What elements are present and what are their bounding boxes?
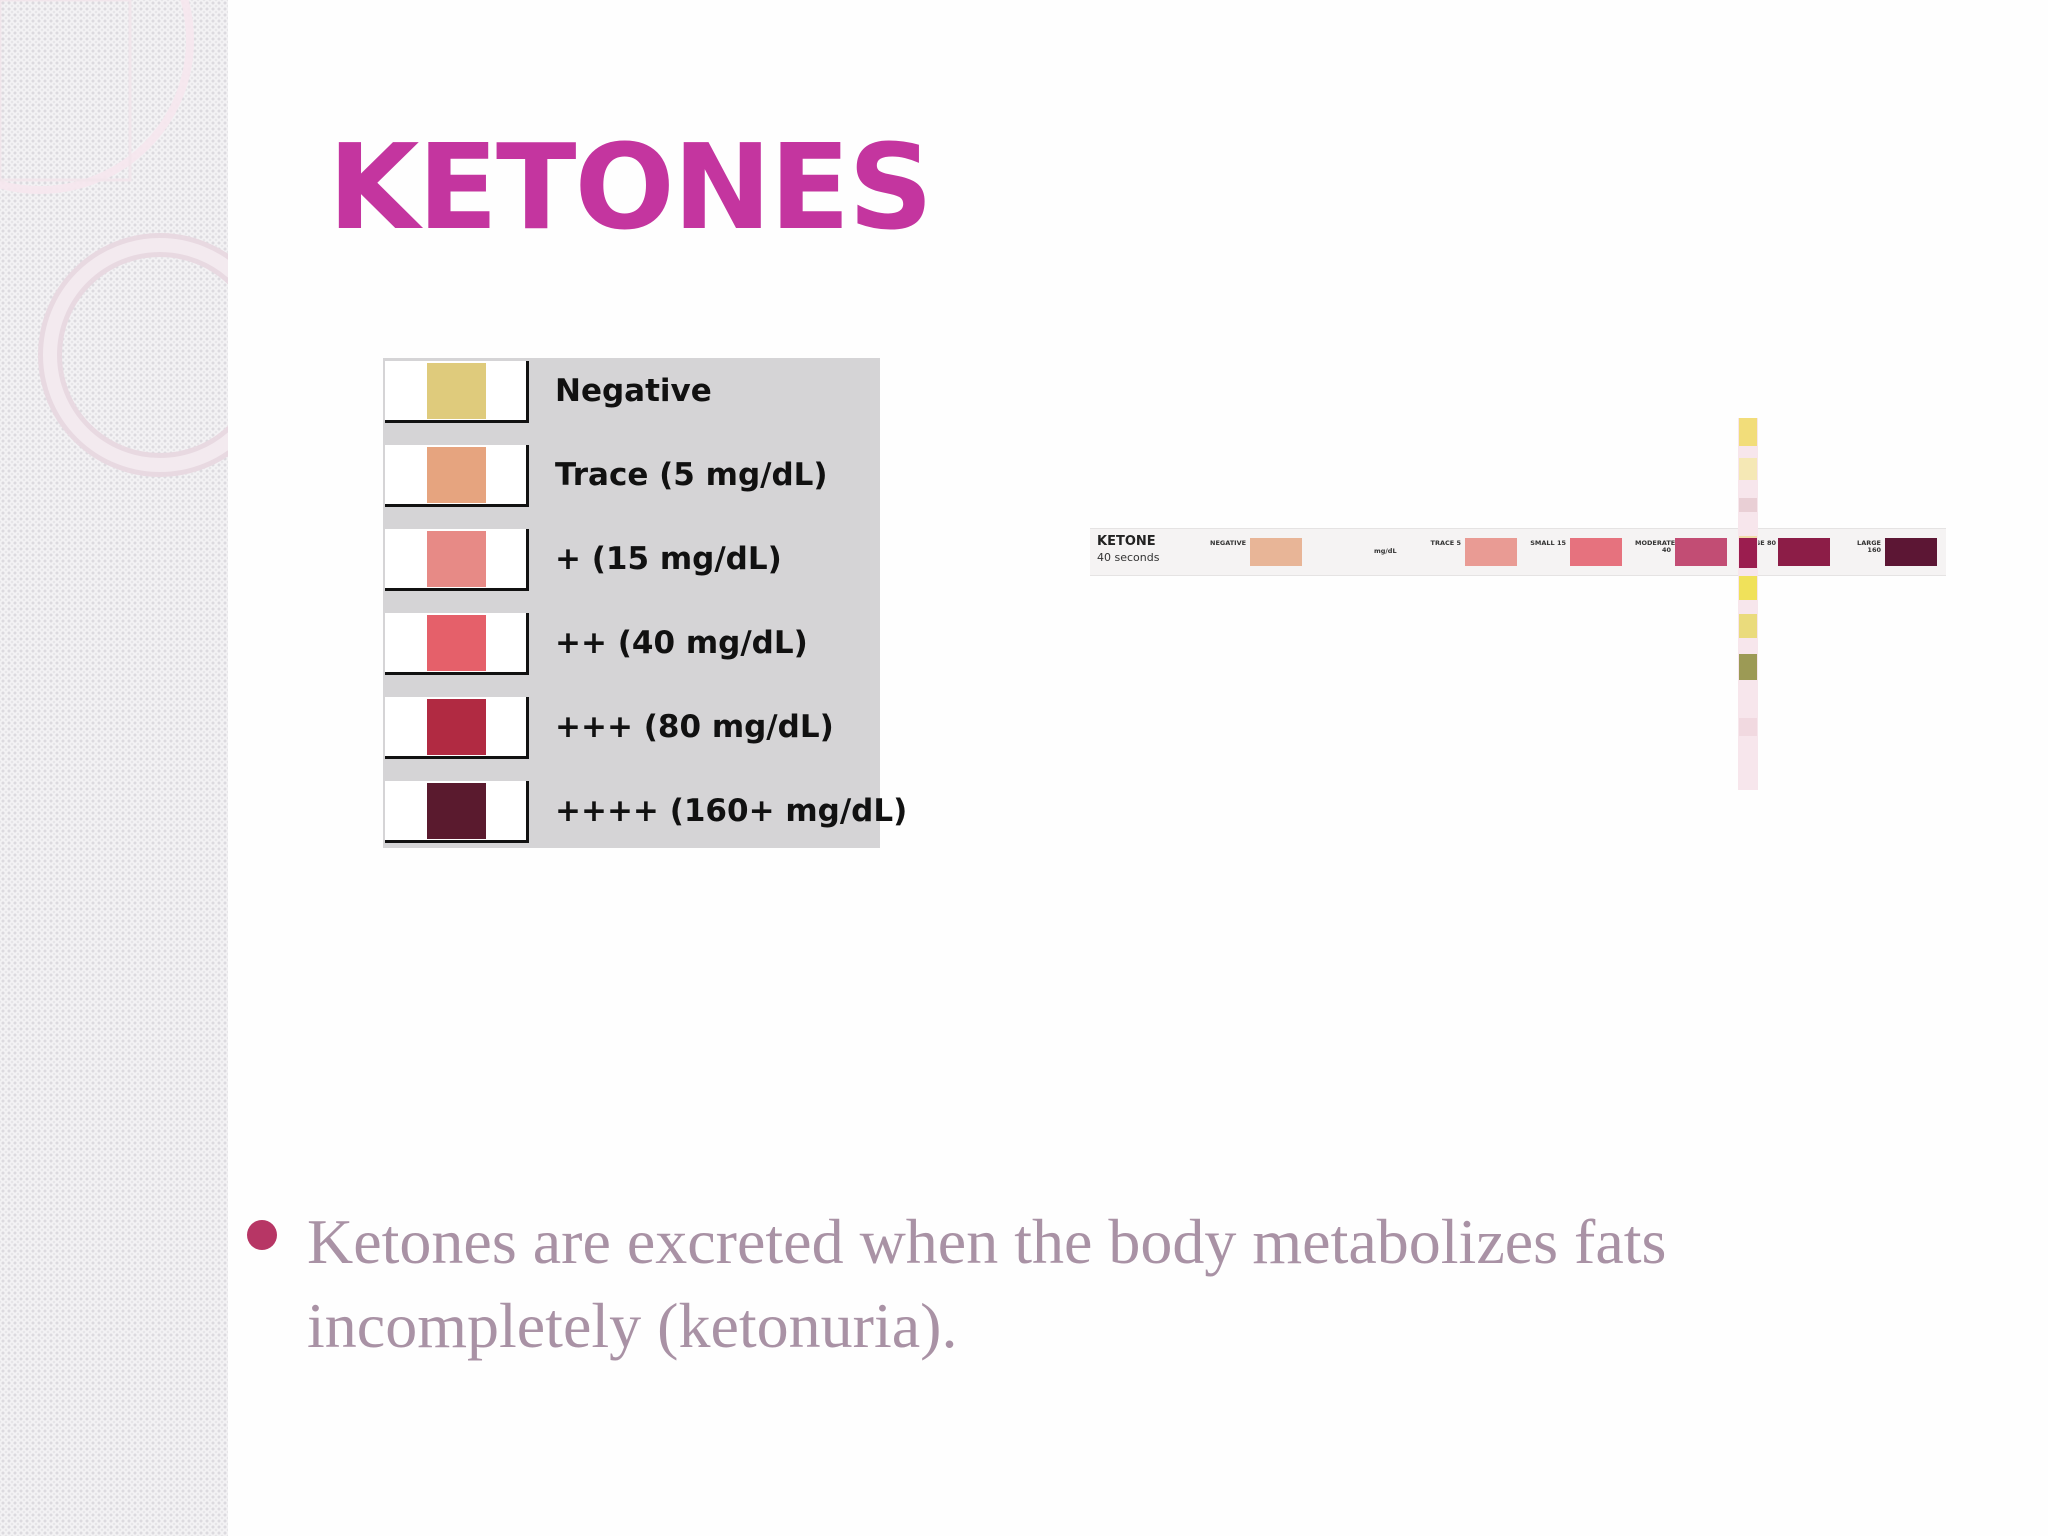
color-swatch: [427, 531, 486, 587]
chart-row-label: +++ (80 mg/dL): [555, 709, 834, 745]
ketone-color-chart: Negative Trace (5 mg/dL) + (15 mg/dL) ++ (4…: [383, 358, 907, 851]
strip-subtitle: 40 seconds: [1097, 551, 1160, 564]
swatch-frame: [385, 529, 529, 591]
swatch-frame: [385, 445, 529, 507]
decorative-side-panel: [0, 0, 228, 1536]
vertical-strip-pad: [1739, 418, 1757, 446]
chart-row-label: + (15 mg/dL): [555, 541, 782, 577]
chart-row-label: Negative: [555, 373, 712, 409]
swatch-frame: [385, 781, 529, 843]
chart-row-label: ++++ (160+ mg/dL): [555, 793, 908, 829]
vertical-test-strip: [1738, 418, 1758, 790]
strip-color-pad: [1465, 538, 1517, 566]
swatch-frame: [385, 697, 529, 759]
ketone-test-strip-image: KETONE 40 seconds mg/dL NEGATIVE TRACE 5 S…: [1090, 418, 1946, 790]
chart-row: Trace (5 mg/dL): [383, 443, 880, 515]
strip-pad-label: SMALL 15: [1530, 539, 1566, 547]
strip-pad-label: NEGATIVE: [1210, 539, 1247, 547]
chart-row-label: Trace (5 mg/dL): [555, 457, 828, 493]
vertical-strip-pad: [1739, 458, 1757, 480]
color-swatch: [427, 615, 486, 671]
vertical-strip-pad: [1739, 576, 1757, 600]
color-swatch: [427, 783, 486, 839]
vertical-strip-pad: [1739, 654, 1757, 680]
bullet-text: Ketones are excreted when the body metab…: [307, 1206, 1667, 1361]
chart-row: +++ (80 mg/dL): [383, 695, 880, 767]
vertical-strip-pad: [1739, 538, 1757, 568]
swatch-frame: [385, 361, 529, 423]
vertical-strip-pad: [1739, 498, 1757, 512]
strip-color-pad: [1778, 538, 1830, 566]
strip-color-pad: [1250, 538, 1302, 566]
strip-pad-label: TRACE 5: [1430, 539, 1461, 547]
strip-color-pad: [1885, 538, 1937, 566]
strip-title: KETONE: [1097, 534, 1156, 549]
swatch-frame: [385, 613, 529, 675]
vertical-strip-pad: [1739, 718, 1757, 736]
chart-row-label: ++ (40 mg/dL): [555, 625, 808, 661]
color-swatch: [427, 447, 486, 503]
chart-row: ++++ (160+ mg/dL): [383, 779, 907, 851]
strip-unit: mg/dL: [1374, 547, 1397, 555]
slide-title: KETONES: [328, 118, 933, 256]
chart-row: Negative: [383, 359, 880, 431]
chart-row: ++ (40 mg/dL): [383, 611, 880, 683]
color-swatch: [427, 363, 486, 419]
horizontal-reference-strip: KETONE 40 seconds mg/dL NEGATIVE TRACE 5 S…: [1090, 528, 1946, 576]
strip-color-pad: [1570, 538, 1622, 566]
strip-pad-label: MODERATE 40: [1635, 539, 1676, 554]
decorative-rings: [0, 0, 228, 477]
bullet-dot: [247, 1220, 277, 1250]
vertical-strip-pad: [1739, 614, 1757, 638]
strip-pad-label: LARGE 80: [1740, 539, 1776, 547]
strip-pad-label: LARGE 160: [1857, 539, 1881, 554]
chart-row: + (15 mg/dL): [383, 527, 880, 599]
color-swatch: [427, 699, 486, 755]
strip-color-pad: [1675, 538, 1727, 566]
